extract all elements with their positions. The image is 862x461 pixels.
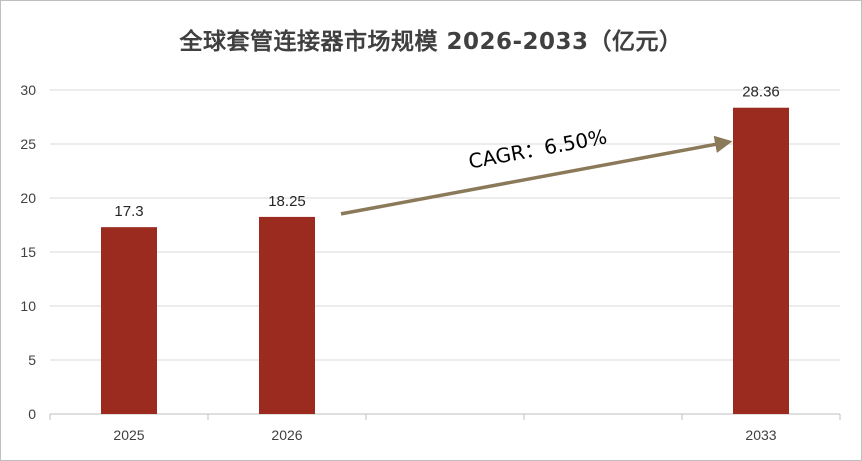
bar-2026: [259, 216, 315, 414]
cagr-arrow: [340, 135, 733, 216]
y-tick-label: 15: [20, 244, 36, 260]
bar-2025: [101, 227, 157, 414]
data-label-2033: 28.36: [742, 84, 780, 101]
cagr-label: CAGR：6.50%: [467, 124, 609, 173]
y-tick-label: 0: [28, 406, 36, 422]
data-labels: 17.3 18.25 28.36: [114, 84, 779, 220]
y-tick-label: 30: [20, 82, 36, 98]
x-tick-label: 2033: [745, 427, 776, 443]
bars: [101, 107, 789, 414]
x-tick-label: 2026: [271, 427, 302, 443]
y-tick-label: 20: [20, 190, 36, 206]
data-label-2025: 17.3: [114, 203, 143, 220]
data-label-2026: 18.25: [268, 193, 306, 210]
y-tick-label: 5: [28, 352, 36, 368]
bar-2033: [733, 107, 789, 414]
gridlines: [50, 89, 840, 361]
x-tick-label: 2025: [113, 427, 144, 443]
chart-title: 全球套管连接器市场规模 2026-2033（亿元）: [179, 29, 683, 55]
y-tick-label: 25: [20, 136, 36, 152]
cagr-annotation: CAGR：6.50%: [340, 124, 733, 216]
y-tick-label: 10: [20, 298, 36, 314]
